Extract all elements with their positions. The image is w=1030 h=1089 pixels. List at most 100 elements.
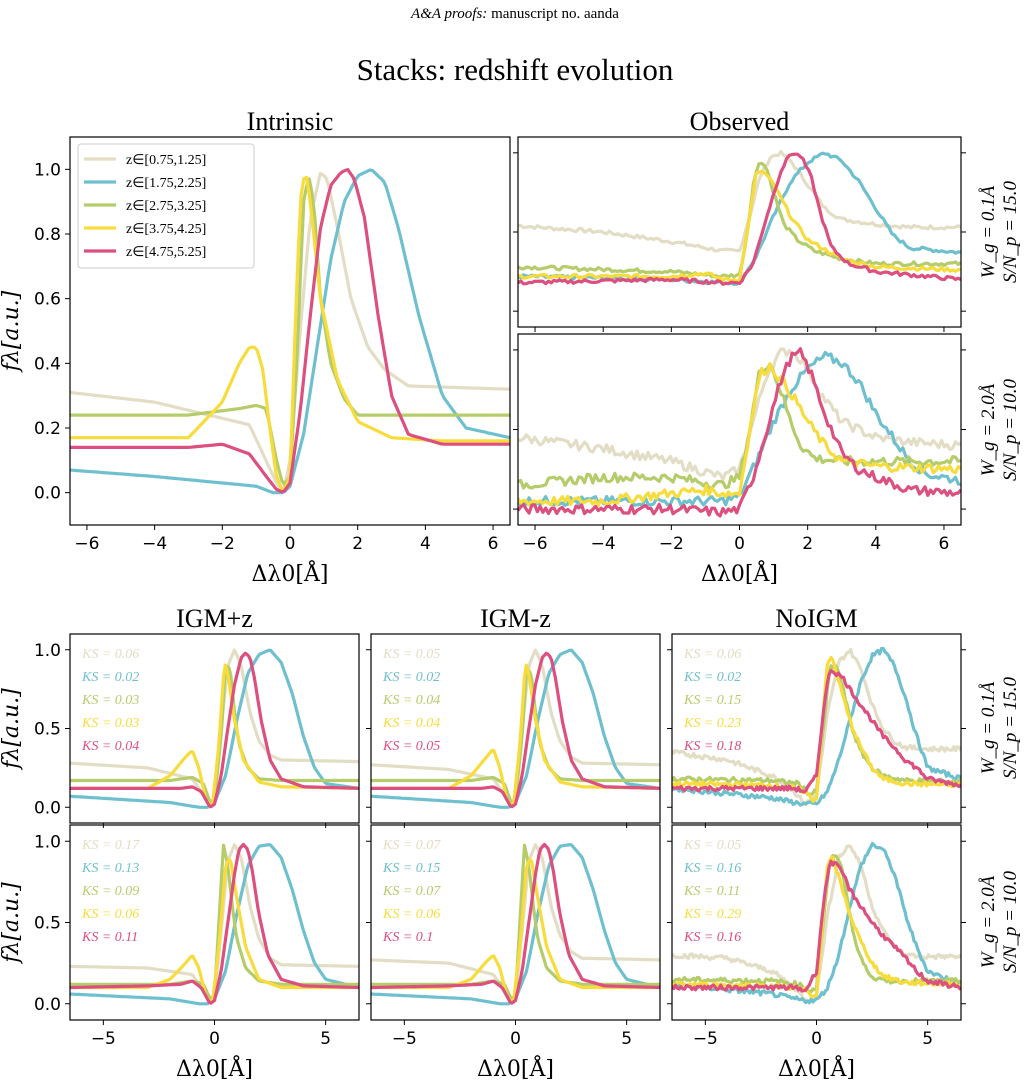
panel-title: IGM+z (176, 604, 253, 633)
legend-entry: z∈[1.75,2.25] (126, 176, 206, 191)
x-axis-label: Δλ0[Å] (477, 1054, 554, 1082)
panel-title: Intrinsic (247, 107, 334, 136)
x-tick-label: 6 (939, 534, 950, 554)
series-group (371, 648, 660, 809)
row-label-top-observed: W_g = 0.1Å S/N_p = 15.0 (978, 180, 1021, 283)
ks-annotation: KS = 0.1 (382, 930, 433, 945)
legend: z∈[0.75,1.25] z∈[1.75,2.25] z∈[2.75,3.25] z… (77, 143, 255, 269)
ks-annotation: KS = 0.11 (683, 884, 740, 899)
page-header: A&A proofs: manuscript no. aanda (0, 6, 1030, 23)
legend-entry: z∈[3.75,4.25] (126, 222, 206, 237)
ks-annotation: KS = 0.05 (382, 739, 440, 754)
y-tick-label: 0.0 (34, 484, 61, 504)
y-tick-label: 0.2 (34, 419, 61, 439)
x-tick-label: −6 (74, 534, 99, 554)
x-tick-label: 4 (420, 534, 431, 554)
ks-annotation: KS = 0.07 (382, 884, 441, 899)
series-group (672, 646, 961, 807)
x-tick-label: 0 (209, 1029, 220, 1049)
legend-box (77, 143, 255, 269)
ks-annotation: KS = 0.06 (683, 647, 741, 662)
legend-entry: z∈[0.75,1.25] (126, 153, 206, 168)
ks-annotation: KS = 0.07 (382, 838, 441, 853)
x-tick-label: −5 (392, 1029, 417, 1049)
x-axis-label: Δλ0[Å] (252, 559, 329, 587)
ks-annotation: KS = 0.06 (382, 907, 440, 922)
series-line-4 (70, 663, 359, 808)
series-line-4 (518, 362, 961, 507)
panel-title: NoIGM (775, 604, 857, 633)
ks-annotation: KS = 0.16 (683, 930, 741, 945)
y-tick-label: 1.0 (34, 832, 61, 852)
ks-annotation: KS = 0.05 (382, 647, 440, 662)
series-line-5 (371, 651, 660, 809)
series-line-5 (70, 651, 359, 809)
row-label-sn: S/N_p = 15.0 (1000, 676, 1021, 779)
x-tick-label: 4 (870, 534, 881, 554)
panel-title: Observed (690, 107, 790, 136)
legend-entry: z∈[4.75,5.25] (126, 245, 206, 260)
series-line-4 (518, 169, 961, 283)
panel-observed_a: Observed (513, 107, 966, 332)
x-tick-label: 0 (285, 534, 296, 554)
ks-annotation: KS = 0.23 (683, 716, 741, 731)
ks-annotation: KS = 0.18 (683, 739, 741, 754)
y-tick-label: 0.6 (34, 290, 61, 310)
series-line-3 (518, 161, 961, 279)
legend-entry: z∈[2.75,3.25] (126, 199, 206, 214)
panel-title: IGM-z (480, 604, 551, 633)
row-label-sn: S/N_p = 15.0 (1000, 180, 1021, 283)
x-tick-label: 5 (922, 1029, 933, 1049)
y-tick-label: 0.0 (34, 995, 61, 1015)
ks-annotation: KS = 0.29 (683, 907, 741, 922)
ks-annotation: KS = 0.03 (81, 693, 139, 708)
x-axis-label: Δλ0[Å] (701, 559, 778, 587)
ks-annotation: KS = 0.09 (81, 884, 139, 899)
x-axis-label: Δλ0[Å] (778, 1054, 855, 1082)
series-group (672, 841, 961, 1005)
x-tick-label: −2 (210, 534, 235, 554)
series-group (70, 648, 359, 809)
row-label-sn: S/N_p = 10.0 (1000, 870, 1021, 973)
y-axis-label: fλ[a.u.] (0, 882, 24, 965)
x-axis-label: Δλ0[Å] (176, 1054, 253, 1082)
series-line-5 (518, 152, 961, 286)
ks-annotation: KS = 0.02 (81, 670, 139, 685)
series-group (70, 842, 359, 1006)
series-line-4 (672, 655, 961, 803)
series-group (371, 842, 660, 1006)
x-tick-label: 0 (734, 534, 745, 554)
series-line-5 (70, 168, 510, 494)
x-tick-label: −5 (91, 1029, 116, 1049)
panel-igm_plus_a: 0.0 0.5 1.0 IGM+z fλ[a.u.] KS = 0.06 KS = 0.02… (0, 604, 360, 828)
row-label-sn: S/N_p = 10.0 (1000, 378, 1021, 481)
row-label-wg: W_g = 0.1Å (978, 681, 999, 774)
x-tick-label: 5 (621, 1029, 632, 1049)
y-tick-label: 0.8 (34, 225, 61, 245)
y-tick-label: 0.5 (34, 914, 61, 934)
x-tick-label: 6 (488, 534, 499, 554)
series-line-1 (518, 347, 961, 481)
panel-noigm_b: −5 0 5 Δλ0[Å] KS = 0.05 KS = 0.16 KS = 0.11 KS … (667, 824, 966, 1082)
panel-igm_minus_a: IGM-z KS = 0.05 KS = 0.02 KS = 0.04 KS = 0.0… (366, 604, 661, 828)
ks-annotation: KS = 0.05 (683, 838, 741, 853)
y-tick-label: 1.0 (34, 641, 61, 661)
ks-annotation: KS = 0.13 (81, 861, 139, 876)
y-tick-label: 0.4 (34, 354, 61, 374)
x-tick-label: −2 (659, 534, 684, 554)
panel-intrinsic: −6 −4 −2 0 2 4 6 0.0 0.2 0.4 0.6 0.8 1.0 Intrinsic Δλ0… (0, 107, 511, 587)
ks-annotation: KS = 0.15 (683, 693, 741, 708)
ks-annotation: KS = 0.02 (382, 670, 440, 685)
x-tick-label: −4 (142, 534, 167, 554)
x-tick-label: −5 (693, 1029, 718, 1049)
row-label-wg: W_g = 0.1Å (978, 185, 999, 278)
row-label-bottom-observed: W_g = 2.0Å S/N_p = 10.0 (978, 378, 1021, 481)
row-label-bottom-grid: W_g = 2.0Å S/N_p = 10.0 (978, 870, 1021, 973)
x-tick-label: −6 (523, 534, 548, 554)
series-group (518, 149, 961, 286)
series-line-5 (371, 842, 660, 1005)
series-line-2 (672, 646, 961, 807)
ks-annotation: KS = 0.17 (81, 838, 140, 853)
row-label-top-grid: W_g = 0.1Å S/N_p = 15.0 (978, 676, 1021, 779)
series-line-5 (672, 669, 961, 794)
